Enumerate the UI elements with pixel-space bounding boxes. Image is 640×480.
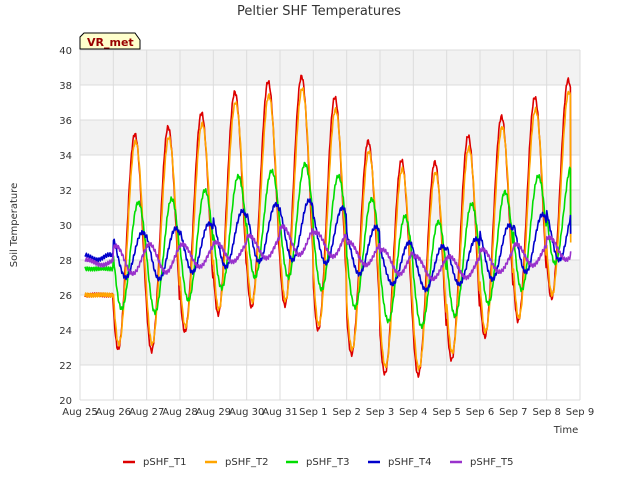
series-line-pSHF_T5 — [84, 223, 572, 282]
grid-band — [80, 190, 580, 225]
y-tick-label: 26 — [59, 291, 72, 302]
x-tick-label: Aug 28 — [162, 407, 197, 418]
grid-band — [80, 260, 580, 295]
x-tick-label: Sep 1 — [299, 407, 327, 418]
x-tick-label: Sep 4 — [399, 407, 427, 418]
x-tick-label: Aug 26 — [96, 407, 131, 418]
x-tick-label: Aug 27 — [129, 407, 164, 418]
y-tick-label: 20 — [59, 396, 72, 407]
grid-band — [80, 330, 580, 365]
x-tick-label: Sep 8 — [532, 407, 560, 418]
grid-band — [80, 50, 580, 85]
legend-label: pSHF_T1 — [143, 457, 186, 468]
x-tick-label: Sep 5 — [432, 407, 460, 418]
x-tick-label: Sep 3 — [366, 407, 394, 418]
badge-text: VR_met — [87, 36, 134, 49]
y-tick-labels: 20 22 24 26 28 30 32 34 36 38 40 — [59, 46, 72, 407]
x-tick-label: Aug 31 — [262, 407, 297, 418]
x-tick-label: Aug 29 — [196, 407, 231, 418]
x-tick-label: Sep 7 — [499, 407, 527, 418]
y-tick-label: 22 — [59, 361, 72, 372]
y-tick-label: 30 — [59, 221, 72, 232]
x-axis-label: Time — [553, 425, 578, 436]
x-tick-label: Sep 9 — [566, 407, 594, 418]
series-line-pSHF_T2 — [84, 87, 572, 371]
series-layer — [84, 74, 572, 378]
y-tick-label: 38 — [59, 81, 72, 92]
x-tick-label: Sep 6 — [466, 407, 494, 418]
legend-label: pSHF_T4 — [388, 457, 431, 468]
x-tick-label: Sep 2 — [332, 407, 360, 418]
y-tick-label: 34 — [59, 151, 72, 162]
y-tick-label: 28 — [59, 256, 72, 267]
y-tick-label: 32 — [59, 186, 72, 197]
y-tick-label: 24 — [59, 326, 72, 337]
chart-title: Peltier SHF Temperatures — [237, 4, 401, 19]
x-tick-label: Aug 30 — [229, 407, 264, 418]
y-tick-label: 36 — [59, 116, 72, 127]
badge-box — [79, 32, 141, 50]
legend-label: pSHF_T3 — [306, 457, 349, 468]
series-line-pSHF_T4 — [84, 198, 572, 293]
y-axis-label: Soil Temperature — [9, 183, 20, 268]
legend: pSHF_T1 pSHF_T2 pSHF_T3 pSHF_T4 pSHF_T5 — [123, 457, 513, 468]
badge: VR_met — [79, 32, 141, 50]
x-tick-label: Aug 25 — [62, 407, 97, 418]
legend-label: pSHF_T5 — [470, 457, 513, 468]
y-tick-label: 40 — [59, 46, 72, 57]
legend-label: pSHF_T2 — [225, 457, 268, 468]
